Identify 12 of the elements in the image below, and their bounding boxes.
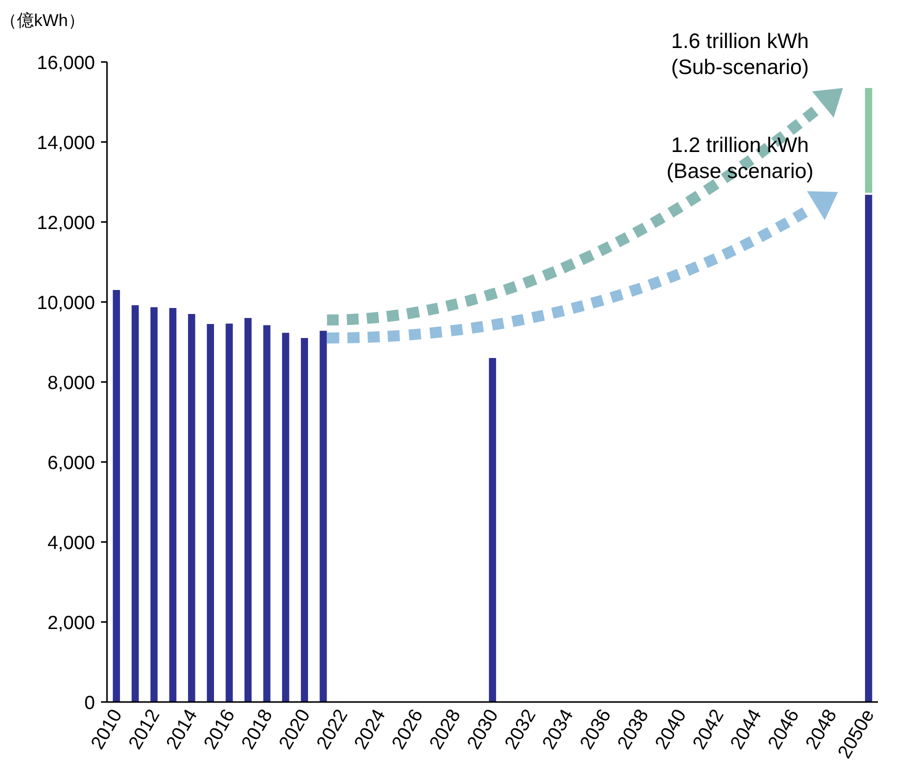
- y-tick-label: 6,000: [47, 453, 95, 474]
- annotation: 1.6 trillion kWh (Sub-scenario): [671, 30, 809, 79]
- y-tick-label: 14,000: [36, 133, 95, 154]
- y-tick-label: 12,000: [36, 213, 95, 234]
- annotation: 1.2 trillion kWh (Base scenario): [666, 134, 814, 183]
- y-axis-title: （億kWh）: [0, 11, 85, 30]
- y-tick-label: 8,000: [47, 373, 95, 394]
- y-tick-label: 4,000: [47, 533, 95, 554]
- y-tick-label: 0: [84, 693, 95, 714]
- y-tick-label: 16,000: [36, 53, 95, 74]
- y-tick-label: 10,000: [36, 293, 95, 314]
- y-tick-label: 2,000: [47, 613, 95, 634]
